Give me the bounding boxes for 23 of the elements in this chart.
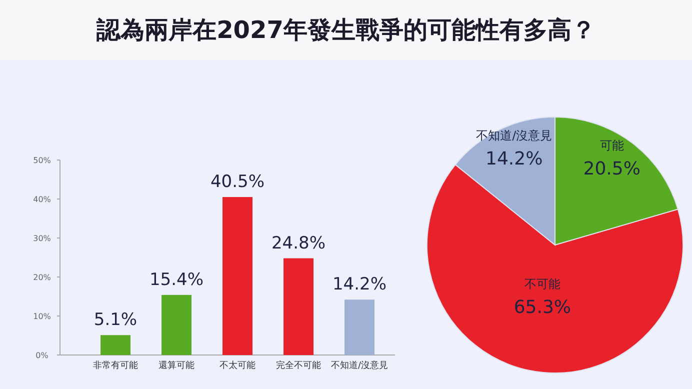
x-tick-label: 還算可能 [158, 360, 194, 371]
y-tick-label: 40% [33, 195, 52, 204]
data-label: 40.5% [210, 172, 265, 192]
y-tick-label: 30% [33, 234, 52, 243]
x-tick-label: 不太可能 [220, 360, 256, 371]
y-tick-label: 0% [36, 351, 49, 360]
data-label: 14.2% [332, 274, 387, 295]
data-label: 15.4% [149, 270, 204, 290]
slice-label: 可能 [600, 138, 624, 152]
data-label: 24.8% [271, 233, 326, 254]
slice-label: 不可能 [524, 276, 560, 291]
data-label: 14.2% [486, 148, 543, 170]
data-label: 5.1% [94, 310, 138, 330]
x-tick-label: 完全不可能 [276, 360, 321, 371]
y-tick-label: 10% [33, 312, 52, 321]
x-tick-label: 非常有可能 [93, 360, 138, 371]
data-label: 20.5% [583, 158, 640, 180]
data-label: 65.3% [514, 296, 572, 318]
title: 認為兩岸在2027年發生戰爭的可能性有多高？ [96, 16, 596, 44]
y-tick-label: 20% [33, 273, 52, 282]
x-tick-label: 不知道/沒意見 [330, 360, 388, 371]
slice-label: 不知道/沒意見 [476, 128, 552, 143]
y-tick-label: 50% [33, 156, 52, 165]
